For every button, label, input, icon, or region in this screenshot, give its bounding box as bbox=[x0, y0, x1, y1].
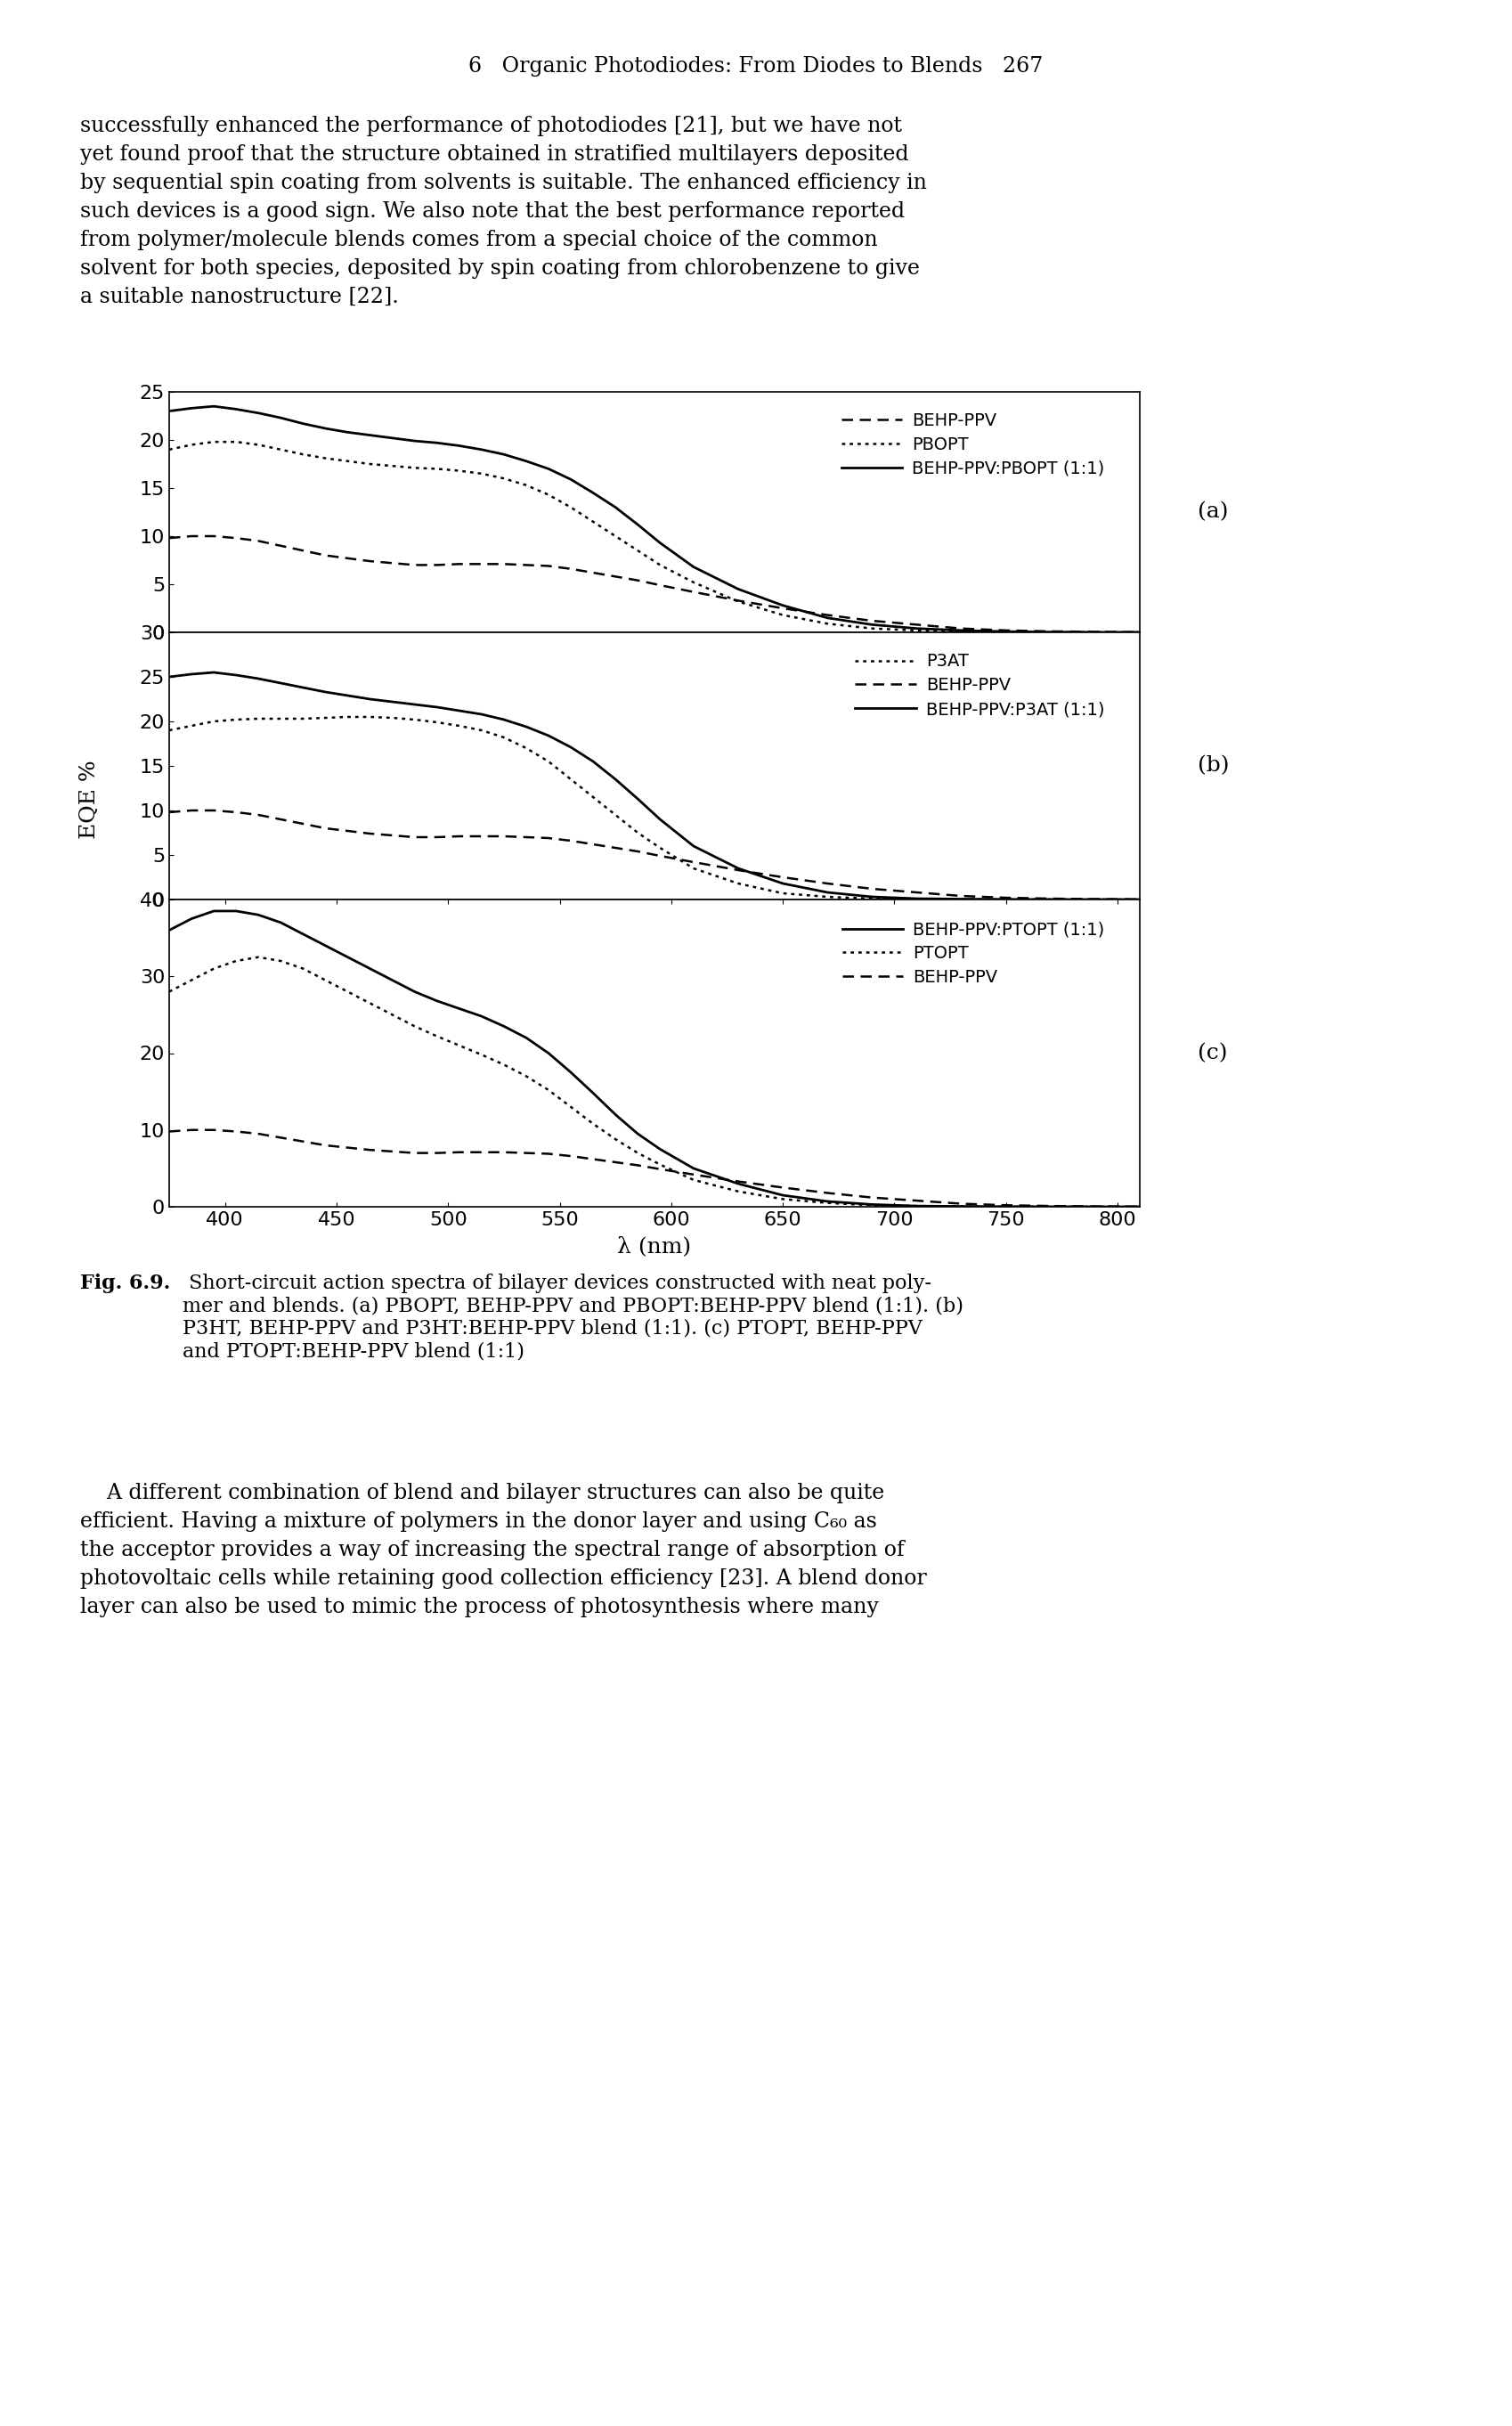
Text: EQE %: EQE % bbox=[79, 759, 100, 839]
Text: A different combination of blend and bilayer structures can also be quite
effici: A different combination of blend and bil… bbox=[80, 1482, 927, 1618]
Text: (b): (b) bbox=[1198, 754, 1229, 776]
Text: Fig. 6.9.: Fig. 6.9. bbox=[80, 1274, 171, 1293]
X-axis label: λ (nm): λ (nm) bbox=[617, 1237, 691, 1257]
Legend: P3AT, BEHP-PPV, BEHP-PPV:P3AT (1:1): P3AT, BEHP-PPV, BEHP-PPV:P3AT (1:1) bbox=[848, 645, 1111, 725]
Legend: BEHP-PPV:PTOPT (1:1), PTOPT, BEHP-PPV: BEHP-PPV:PTOPT (1:1), PTOPT, BEHP-PPV bbox=[835, 915, 1111, 992]
Text: (a): (a) bbox=[1198, 502, 1229, 522]
Text: Short-circuit action spectra of bilayer devices constructed with neat poly-
mer : Short-circuit action spectra of bilayer … bbox=[183, 1274, 963, 1361]
Legend: BEHP-PPV, PBOPT, BEHP-PPV:PBOPT (1:1): BEHP-PPV, PBOPT, BEHP-PPV:PBOPT (1:1) bbox=[835, 405, 1111, 483]
Text: successfully enhanced the performance of photodiodes [21], but we have not
yet f: successfully enhanced the performance of… bbox=[80, 116, 927, 308]
Text: (c): (c) bbox=[1198, 1043, 1228, 1063]
Text: 6   Organic Photodiodes: From Diodes to Blends   267: 6 Organic Photodiodes: From Diodes to Bl… bbox=[469, 56, 1043, 78]
